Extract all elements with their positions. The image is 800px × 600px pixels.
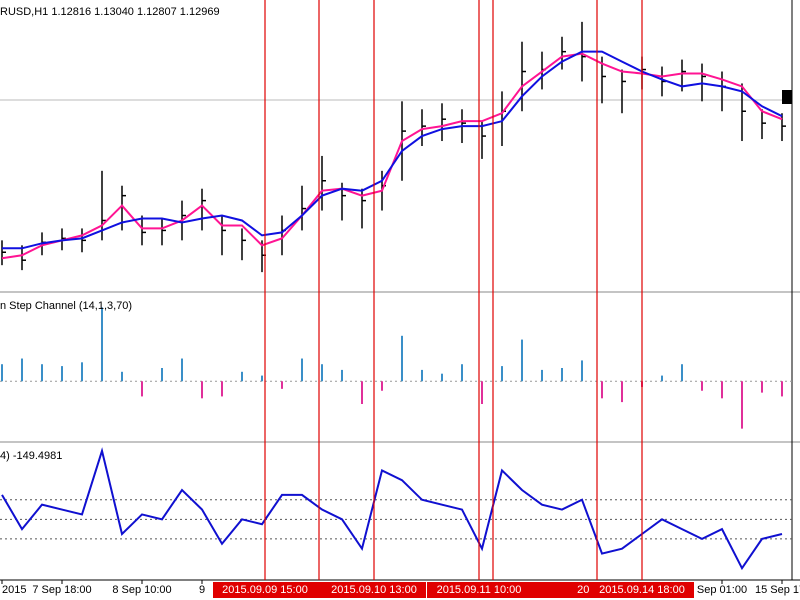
pane-title: 4) -149.4981 (0, 450, 62, 462)
pane-title: RUSD,H1 1.12816 1.13040 1.12807 1.12969 (0, 6, 220, 18)
price-marker (782, 90, 792, 104)
marker-label-box (590, 582, 694, 598)
marker-label-box (427, 582, 531, 598)
x-tick-label: Sep 01:00 (697, 584, 747, 596)
x-tick-label: 7 Sep 18:00 (32, 584, 91, 596)
moving-average (2, 50, 783, 250)
x-tick-label: 8 Sep 10:00 (112, 584, 171, 596)
marker-label-box (322, 582, 426, 598)
marker-label-box (213, 582, 317, 598)
x-tick-label: 9 (199, 584, 205, 596)
marker-label: 2015.09.11 10:00 (437, 584, 522, 596)
x-tick-label: 2015 (2, 584, 26, 596)
x-tick-label: 15 Sep 17 (755, 584, 800, 596)
indicator-line (1, 447, 783, 571)
marker-label: 2015.09.14 18:00 (599, 584, 685, 596)
marker-label: 2015.09.09 15:00 (222, 584, 308, 596)
pane-title: n Step Channel (14,1,3,70) (0, 300, 132, 312)
marker-label: 2015.09.10 13:00 (331, 584, 417, 596)
